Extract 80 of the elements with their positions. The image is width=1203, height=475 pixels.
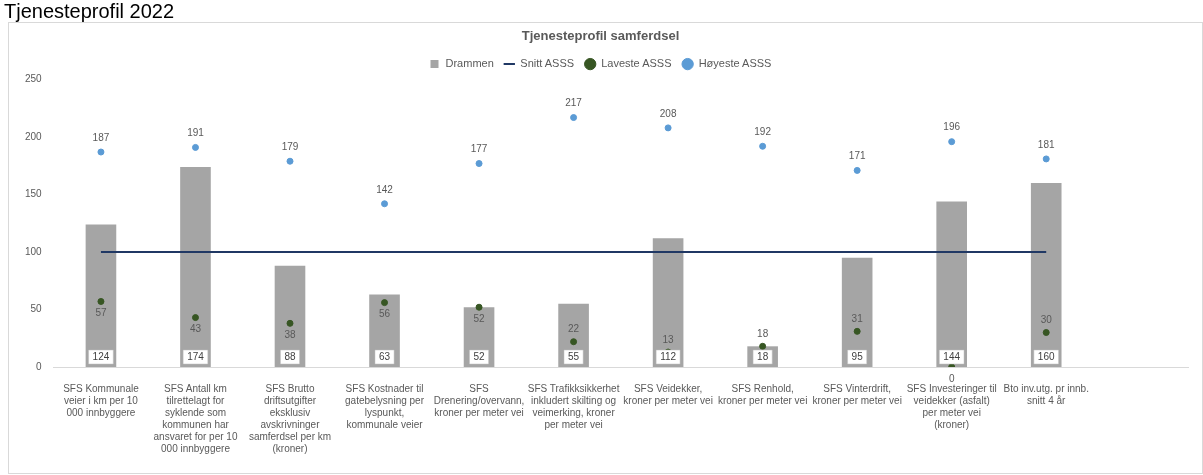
y-tick-label: 250 xyxy=(25,73,43,85)
x-tick-label: SFS Trafikksikkerhet inkludert skilting og veimerking, kroner per meter vei xyxy=(527,382,620,430)
data-label: 22 xyxy=(568,323,580,335)
x-tick-label: SFS Kostnader til gatebelysning per lyspunkt, kommunale veier xyxy=(345,382,425,430)
x-tick-label: SFS Veidekker, kroner per meter vei xyxy=(623,382,713,406)
point xyxy=(759,142,767,150)
data-label: 171 xyxy=(848,150,866,162)
data-label: 124 xyxy=(92,350,110,362)
bar xyxy=(85,224,117,367)
data-label: 31 xyxy=(851,313,864,325)
x-tick-label: SFS Drenering/overvann, kroner per meter vei xyxy=(433,382,525,418)
point xyxy=(853,166,861,174)
data-label: 57 xyxy=(95,307,107,319)
legend-label: Drammen xyxy=(445,57,494,70)
point xyxy=(1042,155,1050,163)
chart-title: Tjenesteprofil samferdsel xyxy=(521,28,680,44)
point xyxy=(191,314,199,322)
legend-label: Laveste ASSS xyxy=(601,57,672,70)
legend-label: Høyeste ASSS xyxy=(698,57,772,70)
data-label: 217 xyxy=(565,97,583,109)
point xyxy=(97,148,105,156)
data-label: 52 xyxy=(473,312,486,324)
x-tick-label: SFS Kommunale veier i km per 10 000 innbyggere xyxy=(63,382,140,418)
bar xyxy=(180,166,211,367)
point xyxy=(664,124,672,132)
point xyxy=(191,143,199,151)
data-label: 55 xyxy=(568,350,580,362)
y-tick-label: 0 xyxy=(36,360,43,372)
data-label: 13 xyxy=(662,333,675,345)
x-tick-label: SFS Investeringer til veidekker (asfalt) per meter vei (kroner) xyxy=(906,382,997,430)
point xyxy=(948,138,956,146)
point xyxy=(286,319,294,327)
data-label: 52 xyxy=(473,350,486,362)
point xyxy=(286,157,294,165)
data-label: 18 xyxy=(757,350,769,362)
data-label: 43 xyxy=(189,323,202,335)
data-label: 30 xyxy=(1040,314,1053,326)
legend-label: Snitt ASSS xyxy=(520,57,575,70)
point xyxy=(381,299,389,307)
data-label: 192 xyxy=(754,126,772,138)
y-tick-label: 200 xyxy=(25,130,43,142)
data-label: 63 xyxy=(378,350,391,362)
data-label: 208 xyxy=(659,107,677,119)
data-label: 144 xyxy=(943,350,961,362)
data-label: 177 xyxy=(470,143,488,155)
y-tick-label: 150 xyxy=(25,188,43,200)
point xyxy=(97,297,105,305)
x-tick-label: SFS Vinterdrift, kroner per meter vei xyxy=(812,382,902,406)
data-label: 142 xyxy=(376,183,394,195)
point xyxy=(1042,329,1050,337)
data-label: 18 xyxy=(757,328,769,340)
x-tick-label: SFS Renhold, kroner per meter vei xyxy=(717,382,808,406)
point xyxy=(759,342,767,350)
data-label: 187 xyxy=(92,131,110,143)
data-label: 160 xyxy=(1037,350,1055,362)
x-tick-label: Bto inv.utg. pr innb. snitt 4 år xyxy=(1003,382,1089,406)
data-label: 181 xyxy=(1037,138,1055,150)
point xyxy=(853,327,861,335)
data-label: 179 xyxy=(281,140,299,152)
data-label: 95 xyxy=(851,350,864,362)
point xyxy=(475,303,483,311)
point xyxy=(570,114,578,122)
data-label: 196 xyxy=(943,121,961,133)
x-tick-label: SFS Brutto driftsutgifter eksklusiv avskrivninger samferdsel per km (kroner) xyxy=(248,382,332,454)
y-tick-label: 100 xyxy=(25,245,43,257)
data-label: 191 xyxy=(187,127,205,139)
point xyxy=(381,200,389,208)
point xyxy=(570,338,578,346)
point xyxy=(475,160,483,168)
bar xyxy=(1030,183,1062,367)
data-label: 174 xyxy=(187,350,205,362)
data-label: 56 xyxy=(378,308,391,320)
data-label: 38 xyxy=(284,329,296,341)
text: Tjenesteprofil 2022 xyxy=(3,0,176,22)
bar xyxy=(936,201,967,367)
data-label: 88 xyxy=(284,350,296,362)
x-tick-label: SFS Antall km tilrettelagt for syklende som kommunen har ansvaret for per 10 000 innbyggere xyxy=(153,382,238,454)
data-label: 0 xyxy=(948,372,955,384)
data-label: 112 xyxy=(660,350,677,362)
y-tick-label: 50 xyxy=(30,303,43,315)
